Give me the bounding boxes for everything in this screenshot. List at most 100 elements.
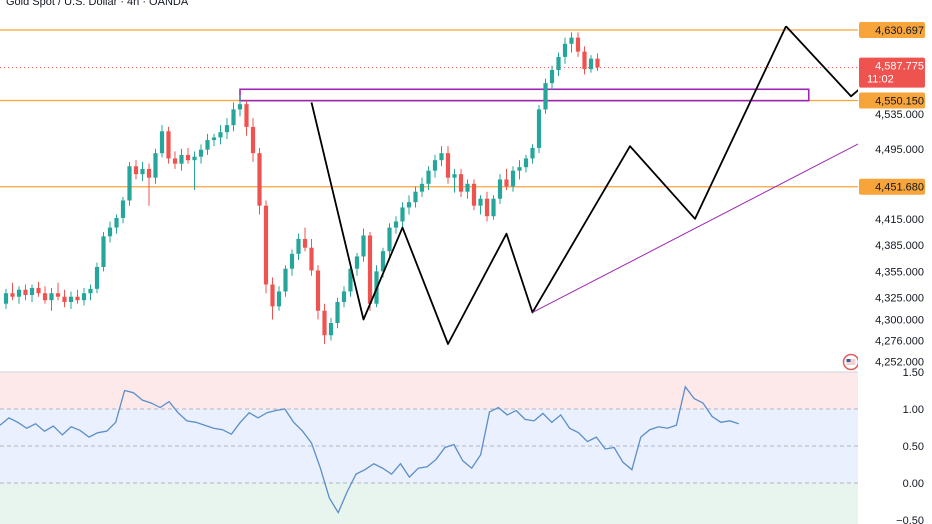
candle[interactable] [68, 291, 74, 309]
candle[interactable] [276, 286, 282, 311]
level-badge[interactable] [859, 92, 925, 109]
candle[interactable] [140, 161, 145, 182]
candle[interactable] [432, 154, 438, 178]
candle[interactable] [49, 287, 54, 311]
candle[interactable] [549, 65, 555, 91]
candle[interactable] [192, 151, 197, 190]
candle[interactable] [452, 168, 457, 193]
candle[interactable] [510, 166, 516, 192]
candle[interactable] [517, 160, 522, 180]
candle[interactable] [302, 227, 308, 252]
candle[interactable] [166, 126, 171, 164]
candle[interactable] [88, 284, 93, 301]
candle[interactable] [218, 125, 223, 145]
candle[interactable] [439, 146, 444, 167]
candle[interactable] [94, 262, 100, 294]
candle[interactable] [127, 161, 132, 206]
candle[interactable] [497, 174, 503, 204]
candle[interactable] [530, 144, 535, 164]
supply-zone-rect[interactable] [239, 88, 810, 102]
candle[interactable] [179, 148, 184, 171]
candle[interactable] [562, 37, 568, 64]
candle[interactable] [62, 289, 67, 308]
candle[interactable] [419, 177, 425, 197]
candle[interactable] [387, 223, 392, 257]
candle[interactable] [263, 200, 269, 294]
candle[interactable] [75, 289, 80, 304]
candle[interactable] [81, 287, 87, 306]
candle[interactable] [107, 221, 113, 243]
candle[interactable] [224, 118, 230, 140]
candle[interactable] [172, 151, 178, 169]
candle[interactable] [257, 147, 262, 215]
candle[interactable] [504, 168, 509, 190]
current-price-badge[interactable] [859, 57, 925, 88]
candle[interactable] [159, 125, 165, 158]
candle[interactable] [575, 32, 581, 57]
candle[interactable] [205, 133, 210, 155]
level-badge[interactable] [859, 178, 925, 195]
candle[interactable] [42, 286, 48, 304]
candle[interactable] [153, 148, 158, 184]
candle[interactable] [354, 252, 360, 276]
candle[interactable] [3, 288, 9, 309]
candle[interactable] [556, 52, 561, 77]
candle[interactable] [426, 166, 431, 190]
candle[interactable] [458, 168, 464, 197]
candle[interactable] [595, 53, 600, 71]
candle[interactable] [55, 282, 61, 301]
candle[interactable] [588, 55, 594, 73]
candle[interactable] [484, 191, 490, 222]
candle[interactable] [296, 233, 301, 260]
candle[interactable] [393, 216, 399, 234]
candle[interactable] [10, 282, 15, 301]
candle[interactable] [270, 277, 275, 320]
candle[interactable] [523, 154, 529, 173]
candle[interactable] [146, 163, 152, 206]
candle[interactable] [400, 202, 405, 228]
candle[interactable] [36, 281, 41, 297]
candle[interactable] [133, 160, 139, 180]
candle[interactable] [465, 179, 470, 199]
candle[interactable] [445, 146, 451, 184]
candle[interactable] [231, 102, 236, 132]
candle[interactable] [478, 195, 483, 215]
candle[interactable] [114, 214, 119, 234]
candle[interactable] [491, 195, 496, 220]
candle[interactable] [536, 105, 542, 154]
candle[interactable] [322, 303, 327, 344]
candle[interactable] [328, 317, 334, 341]
candle[interactable] [211, 133, 217, 147]
economic-event-icon[interactable] [842, 353, 860, 371]
trendline[interactable] [532, 13, 932, 313]
candle[interactable] [283, 265, 288, 297]
candle[interactable] [335, 297, 340, 329]
candle[interactable] [237, 95, 243, 117]
candle[interactable] [543, 78, 548, 114]
candle[interactable] [569, 32, 574, 53]
candle[interactable] [23, 284, 28, 301]
candle[interactable] [120, 196, 126, 224]
candle[interactable] [185, 147, 191, 164]
candle[interactable] [309, 238, 314, 276]
candle[interactable] [289, 249, 295, 276]
candle[interactable] [29, 284, 35, 302]
candle[interactable] [582, 46, 587, 75]
candle[interactable] [101, 231, 106, 272]
candle[interactable] [341, 286, 347, 308]
candle[interactable] [406, 195, 412, 215]
candle[interactable] [198, 144, 204, 164]
candle[interactable] [361, 228, 366, 262]
candle[interactable] [244, 100, 249, 136]
zigzag-left[interactable] [310, 25, 787, 345]
rsi-line[interactable] [0, 385, 739, 515]
candle[interactable] [367, 231, 373, 311]
candle[interactable] [250, 118, 256, 162]
candle[interactable] [315, 265, 321, 320]
candle[interactable] [471, 179, 477, 211]
candle[interactable] [413, 186, 418, 208]
candle[interactable] [16, 286, 22, 304]
level-badge[interactable] [859, 22, 925, 39]
